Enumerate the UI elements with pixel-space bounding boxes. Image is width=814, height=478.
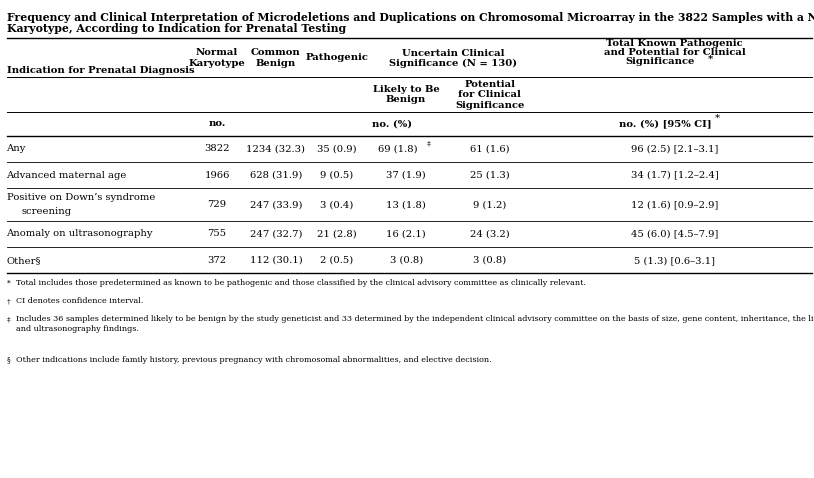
Text: 37 (1.9): 37 (1.9) xyxy=(387,171,426,180)
Text: Other indications include family history, previous pregnancy with chromosomal ab: Other indications include family history… xyxy=(16,356,492,364)
Text: 5 (1.3) [0.6–3.1]: 5 (1.3) [0.6–3.1] xyxy=(634,256,716,265)
Text: 45 (6.0) [4.5–7.9]: 45 (6.0) [4.5–7.9] xyxy=(631,229,719,239)
Text: 247 (33.9): 247 (33.9) xyxy=(250,200,302,209)
Text: †: † xyxy=(7,297,11,305)
Text: 24 (3.2): 24 (3.2) xyxy=(470,229,510,239)
Text: Includes 36 samples determined likely to be benign by the study geneticist and 3: Includes 36 samples determined likely to… xyxy=(16,315,814,333)
Text: Total Known Pathogenic: Total Known Pathogenic xyxy=(606,40,743,48)
Text: Advanced maternal age: Advanced maternal age xyxy=(7,171,127,180)
Text: 96 (2.5) [2.1–3.1]: 96 (2.5) [2.1–3.1] xyxy=(631,144,719,153)
Text: *: * xyxy=(715,114,720,122)
Text: no.: no. xyxy=(208,120,225,128)
Text: 35 (0.9): 35 (0.9) xyxy=(317,144,357,153)
Text: 13 (1.8): 13 (1.8) xyxy=(387,200,426,209)
Text: 9 (0.5): 9 (0.5) xyxy=(321,171,353,180)
Text: and Potential for Clinical: and Potential for Clinical xyxy=(604,48,746,57)
Text: 61 (1.6): 61 (1.6) xyxy=(470,144,510,153)
Text: Karyotype, According to Indication for Prenatal Testing: Karyotype, According to Indication for P… xyxy=(7,23,346,34)
Text: ‡: ‡ xyxy=(7,315,11,324)
Text: no. (%) [95% CI]: no. (%) [95% CI] xyxy=(619,120,711,128)
Text: 34 (1.7) [1.2–2.4]: 34 (1.7) [1.2–2.4] xyxy=(631,171,719,180)
Text: 628 (31.9): 628 (31.9) xyxy=(250,171,302,180)
Text: *: * xyxy=(708,54,713,63)
Text: Any: Any xyxy=(7,144,26,153)
Text: Potential
for Clinical
Significance: Potential for Clinical Significance xyxy=(455,80,524,109)
Text: Significance: Significance xyxy=(625,57,695,65)
Text: 1234 (32.3): 1234 (32.3) xyxy=(247,144,305,153)
Text: 21 (2.8): 21 (2.8) xyxy=(317,229,357,239)
Text: *: * xyxy=(7,279,11,287)
Text: 2 (0.5): 2 (0.5) xyxy=(321,256,353,265)
Text: Significance (N = 130): Significance (N = 130) xyxy=(389,59,517,68)
Text: 3 (0.4): 3 (0.4) xyxy=(320,200,354,209)
Text: Frequency and Clinical Interpretation of Microdeletions and Duplications on Chro: Frequency and Clinical Interpretation of… xyxy=(7,12,814,23)
Text: Other§: Other§ xyxy=(7,256,42,265)
Text: Indication for Prenatal Diagnosis: Indication for Prenatal Diagnosis xyxy=(7,65,194,75)
Text: 247 (32.7): 247 (32.7) xyxy=(250,229,302,239)
Text: §: § xyxy=(7,356,11,364)
Text: CI denotes confidence interval.: CI denotes confidence interval. xyxy=(16,297,143,305)
Text: Anomaly on ultrasonography: Anomaly on ultrasonography xyxy=(7,229,153,239)
Text: 12 (1.6) [0.9–2.9]: 12 (1.6) [0.9–2.9] xyxy=(631,200,719,209)
Text: screening: screening xyxy=(21,207,72,216)
Text: Pathogenic: Pathogenic xyxy=(305,54,369,62)
Text: 3 (0.8): 3 (0.8) xyxy=(473,256,506,265)
Text: Uncertain Clinical: Uncertain Clinical xyxy=(402,49,504,57)
Text: 3 (0.8): 3 (0.8) xyxy=(390,256,422,265)
Text: 16 (2.1): 16 (2.1) xyxy=(387,229,426,239)
Text: 112 (30.1): 112 (30.1) xyxy=(250,256,302,265)
Text: 372: 372 xyxy=(208,256,226,265)
Text: Common
Benign: Common Benign xyxy=(251,48,301,67)
Text: Normal
Karyotype: Normal Karyotype xyxy=(189,48,245,67)
Text: Total includes those predetermined as known to be pathogenic and those classifie: Total includes those predetermined as kn… xyxy=(16,279,586,287)
Text: 3822: 3822 xyxy=(204,144,230,153)
Text: Positive on Down’s syndrome: Positive on Down’s syndrome xyxy=(7,193,155,202)
Text: Likely to Be
Benign: Likely to Be Benign xyxy=(373,85,440,104)
Text: 729: 729 xyxy=(208,200,226,209)
Text: 9 (1.2): 9 (1.2) xyxy=(473,200,506,209)
Text: 69 (1.8): 69 (1.8) xyxy=(379,144,418,153)
Text: 755: 755 xyxy=(208,229,226,239)
Text: ‡: ‡ xyxy=(427,139,431,147)
Text: 1966: 1966 xyxy=(204,171,230,180)
Text: 25 (1.3): 25 (1.3) xyxy=(470,171,510,180)
Text: no. (%): no. (%) xyxy=(372,120,412,128)
